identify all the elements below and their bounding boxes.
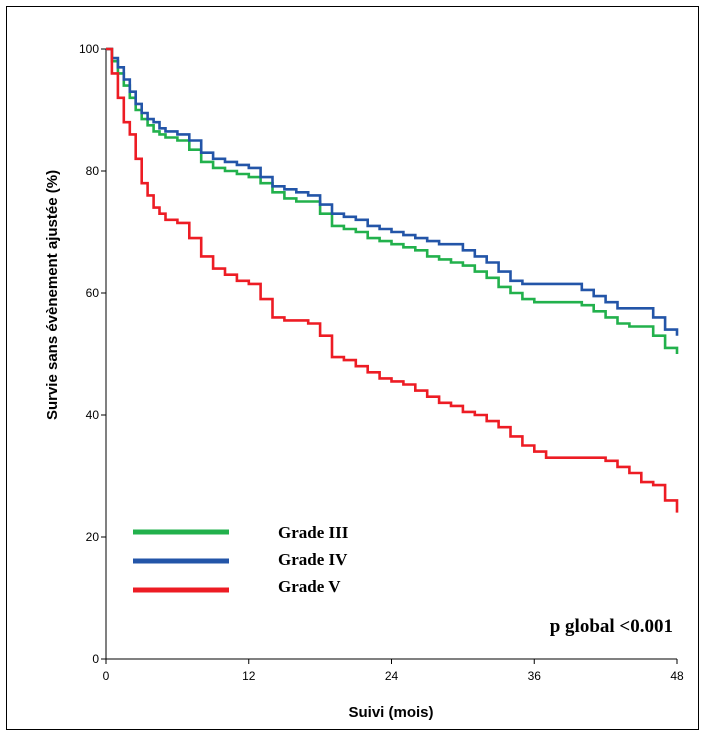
y-tick-label: 40 xyxy=(86,408,100,422)
x-tick-label: 36 xyxy=(528,669,542,683)
chart-frame: 0 20 40 60 80 100 0 12 24 36 48 Suivi (mois) Survi… xyxy=(6,6,699,730)
legend-label-grade-iii: Grade III xyxy=(278,523,349,542)
y-tick-label: 60 xyxy=(86,286,100,300)
series-line-grade-iii xyxy=(106,47,679,354)
x-tick-label: 48 xyxy=(670,669,684,683)
y-tick-label: 100 xyxy=(79,42,99,56)
legend-label-grade-iv: Grade IV xyxy=(278,550,348,569)
series-line-grade-v xyxy=(106,47,679,513)
axes: 0 20 40 60 80 100 0 12 24 36 48 xyxy=(79,42,684,683)
y-tick-label: 20 xyxy=(86,530,100,544)
series-lines xyxy=(106,47,679,513)
x-tick-label: 0 xyxy=(103,669,110,683)
legend-label-grade-v: Grade V xyxy=(278,577,341,596)
p-value-annotation: p global <0.001 xyxy=(550,616,673,637)
chart-svg: 0 20 40 60 80 100 0 12 24 36 48 Suivi (mois) Survi… xyxy=(44,42,684,721)
x-axis-title: Suivi (mois) xyxy=(348,704,433,721)
y-tick-label: 80 xyxy=(86,164,100,178)
y-tick-label: 0 xyxy=(92,652,99,666)
x-tick-label: 12 xyxy=(242,669,256,683)
x-tick-label: 24 xyxy=(385,669,399,683)
legend: Grade III Grade IV Grade V xyxy=(133,523,349,596)
series-line-grade-iv xyxy=(106,47,679,336)
y-axis-title: Survie sans évènement ajustée (%) xyxy=(44,170,61,420)
